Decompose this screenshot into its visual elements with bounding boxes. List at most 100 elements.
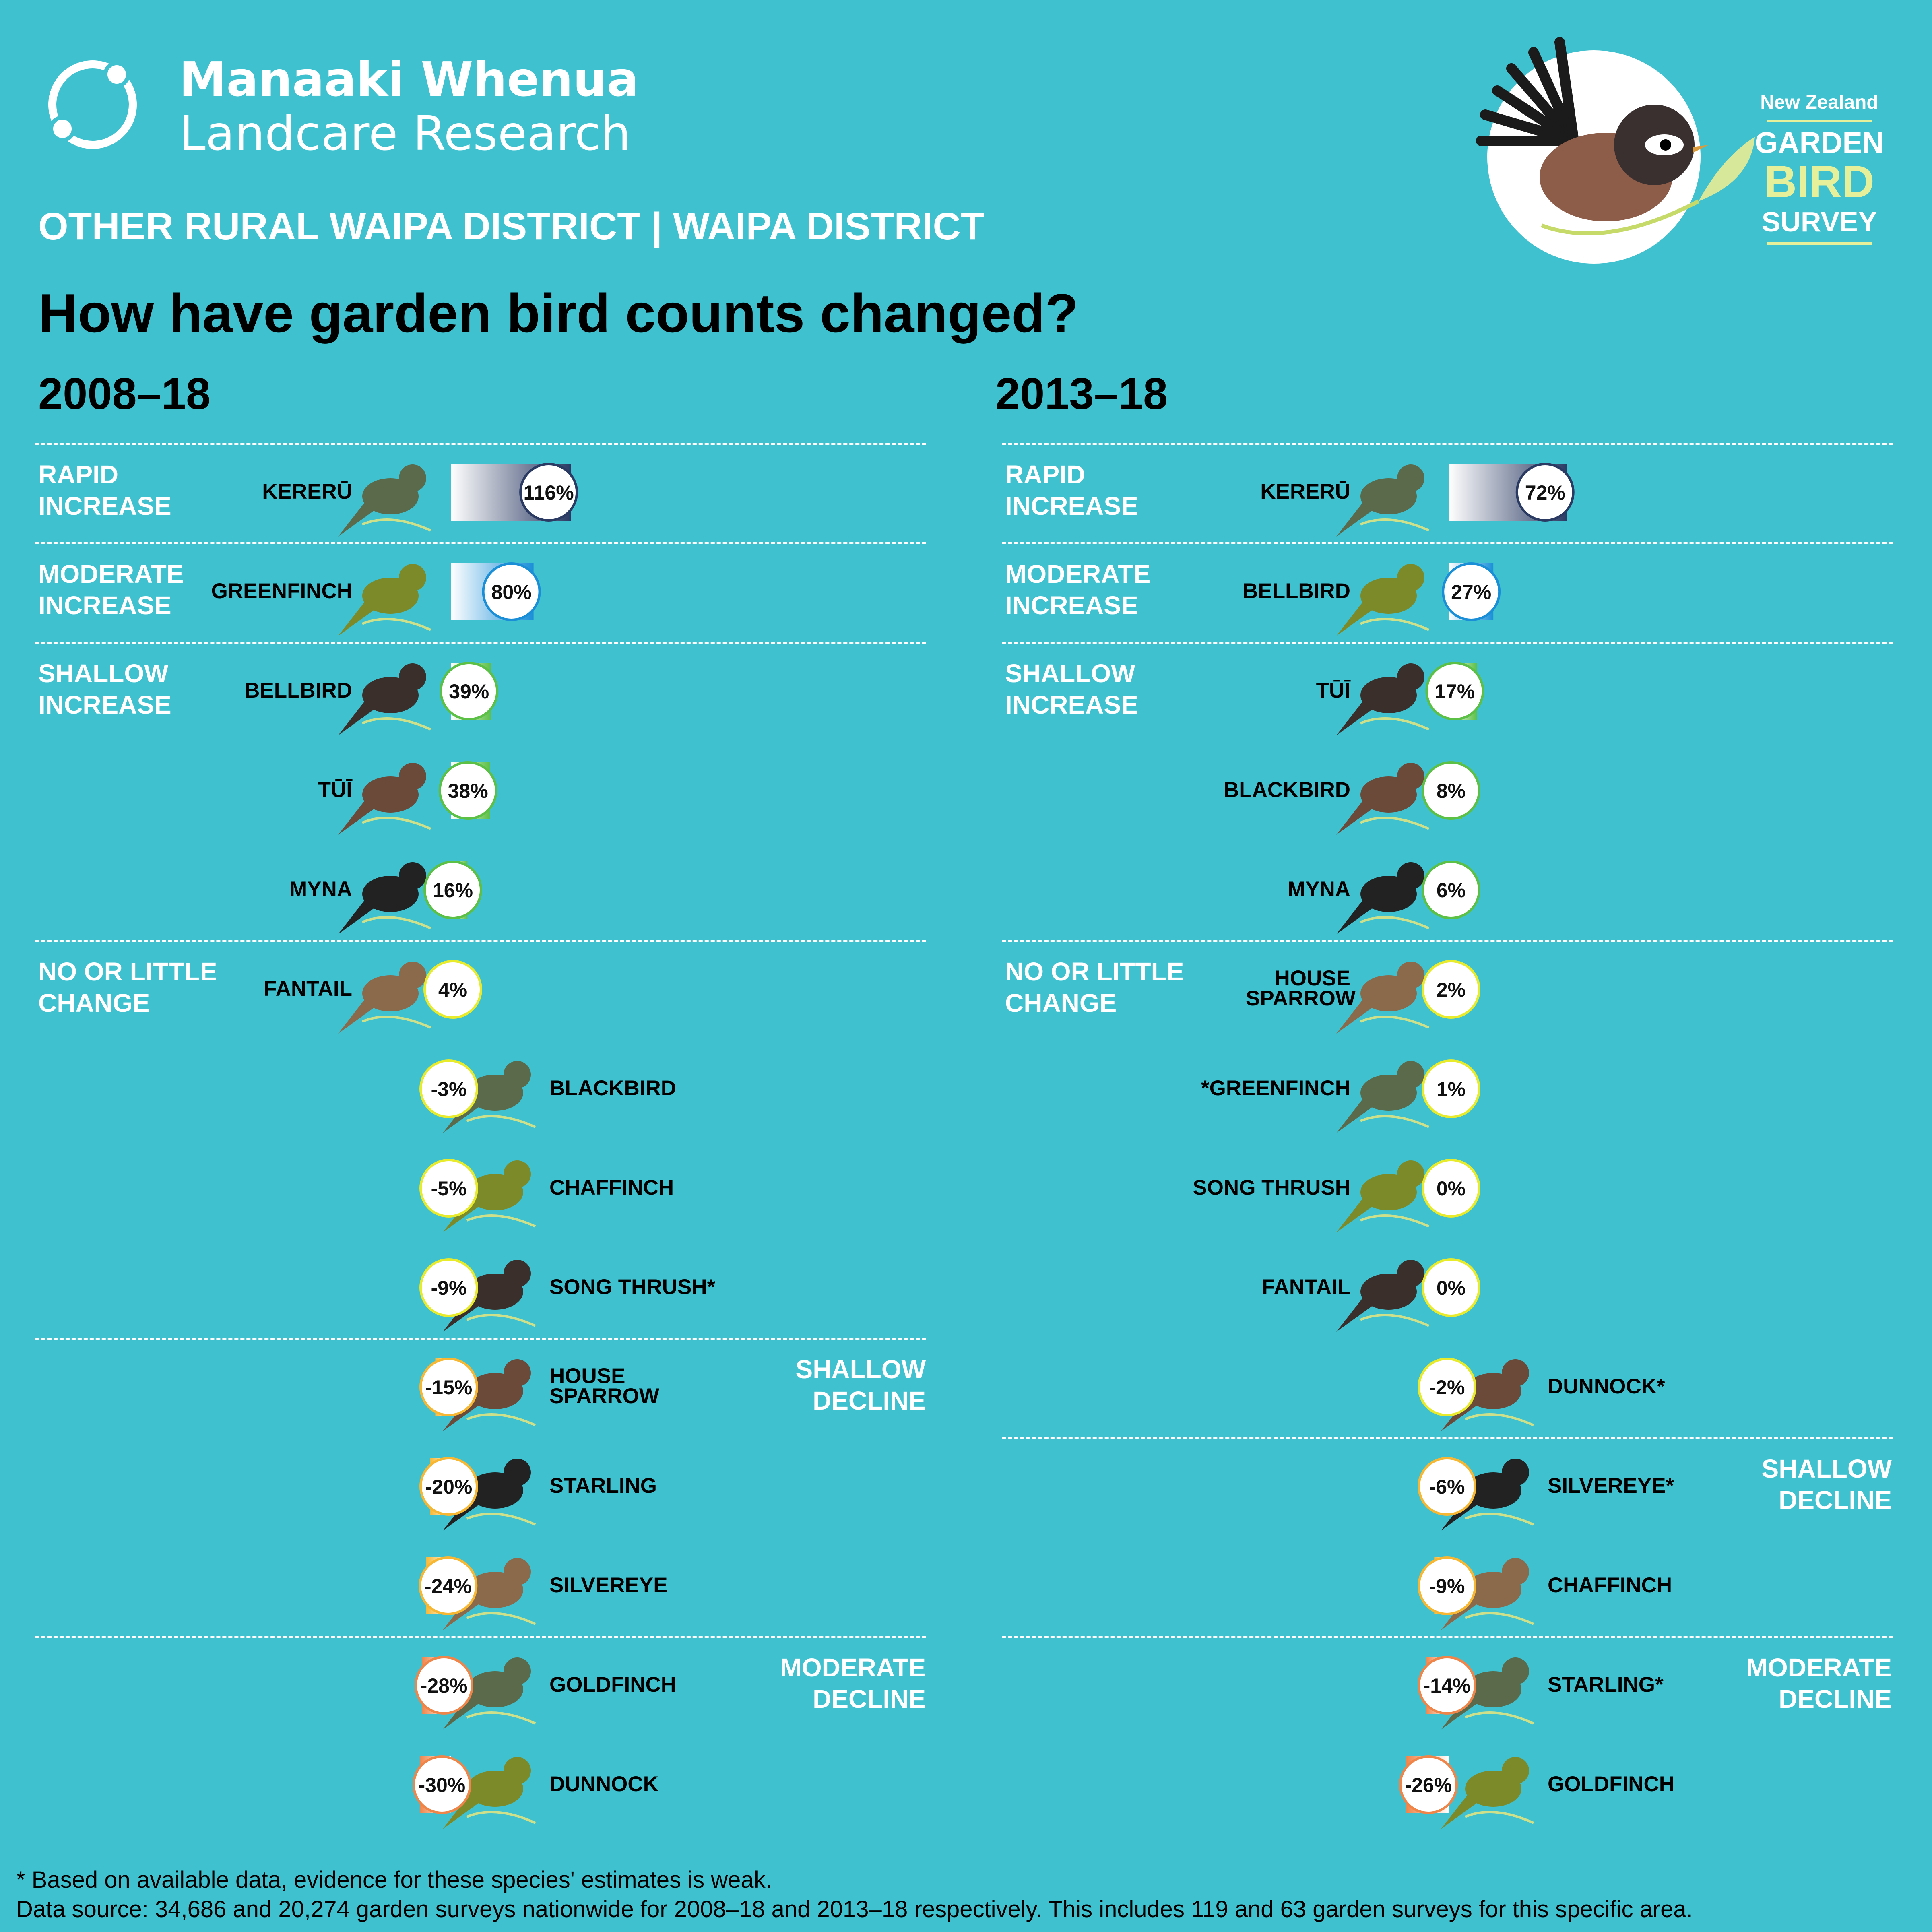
category-label-shallow-decline: SHALLOW DECLINE (796, 1354, 926, 1416)
brand-subname: Landcare Research (179, 105, 631, 161)
category-label-shallow-increase: SHALLOW INCREASE (1005, 658, 1138, 720)
category-separator (1002, 542, 1893, 544)
value-label-starling: -20% (425, 1476, 473, 1498)
bird-icon-chaffinch (443, 1160, 536, 1232)
bird-label-t: TŪĪ (318, 778, 352, 802)
bird-label-greenfinch: *GREENFINCH (1201, 1076, 1350, 1100)
period-2013-18: 2013–18 (995, 369, 1168, 419)
bird-icon-t (1336, 663, 1430, 735)
value-circle-goldfinch (415, 1656, 474, 1715)
value-label-chaffinch: -9% (1429, 1575, 1465, 1598)
value-label-song-thrush: -9% (431, 1277, 467, 1299)
bird-icon-bellbird (338, 663, 431, 735)
bird-label-starling: STARLING (549, 1474, 657, 1498)
bird-label-fantail: FANTAIL (264, 977, 352, 1001)
bird-label-t: TŪĪ (1316, 679, 1350, 702)
value-label-kerer: 116% (524, 481, 574, 504)
category-label-no-or-little-change: NO OR LITTLE CHANGE (38, 956, 217, 1019)
bird-label-dunnock: DUNNOCK (549, 1772, 658, 1796)
category-label-line: DECLINE (1779, 1684, 1892, 1713)
bird-label-silvereye: SILVEREYE* (1548, 1474, 1674, 1498)
brand-name: Manaaki Whenua (179, 52, 639, 107)
gbs-logo-line1: New Zealand (1760, 92, 1878, 113)
footnote-weak-evidence: * Based on available data, evidence for … (16, 1867, 772, 1893)
value-label-bellbird: 39% (449, 680, 489, 703)
bird-label-kerer: KERERŪ (262, 480, 352, 504)
value-label-greenfinch: 80% (491, 581, 532, 603)
category-separator (1002, 1636, 1893, 1638)
bird-label-chaffinch: CHAFFINCH (1548, 1573, 1672, 1597)
bird-icon-house-sparrow (1336, 962, 1430, 1034)
bird-label-silvereye: SILVEREYE (549, 1573, 668, 1597)
bird-icon-fantail (338, 962, 431, 1034)
value-label-myna: 16% (433, 879, 473, 902)
category-label-line: MODERATE (1005, 559, 1151, 588)
category-label-line: CHANGE (38, 989, 150, 1018)
category-separator (35, 542, 926, 544)
value-circle-fantail (1422, 1258, 1480, 1317)
location-subtitle: OTHER RURAL WAIPA DISTRICT | WAIPA DISTR… (38, 205, 985, 248)
bird-label-bellbird: BELLBIRD (1243, 579, 1350, 603)
bird-icon-dunnock (443, 1757, 536, 1829)
manaaki-whenua-logo (48, 60, 137, 149)
value-circle-starling (419, 1457, 478, 1516)
bird-label-myna: MYNA (289, 877, 352, 901)
value-circle-myna (423, 861, 482, 919)
category-label-line: MODERATE (780, 1653, 926, 1682)
bird-icon-t (338, 763, 431, 835)
page-title: How have garden bird counts changed? (38, 283, 1079, 344)
value-label-fantail: 4% (438, 978, 467, 1001)
value-label-bellbird: 27% (1451, 581, 1491, 603)
value-label-dunnock: -2% (1429, 1376, 1465, 1399)
value-circle-chaffinch (419, 1159, 478, 1218)
bird-icon-myna (338, 862, 431, 934)
value-circle-bellbird (440, 662, 499, 720)
value-label-house-sparrow: 2% (1437, 978, 1466, 1001)
value-label-t: 17% (1435, 680, 1475, 703)
value-label-blackbird: -3% (431, 1078, 467, 1100)
category-label-moderate-decline: MODERATE DECLINE (1746, 1652, 1892, 1715)
category-label-line: INCREASE (1005, 591, 1138, 620)
period-2008-18: 2008–18 (38, 369, 211, 419)
category-label-line: SHALLOW (38, 659, 169, 688)
category-label-line: DECLINE (1779, 1486, 1892, 1515)
value-circle-song-thrush (1422, 1159, 1480, 1218)
value-label-silvereye: -6% (1429, 1476, 1465, 1498)
category-separator (35, 940, 926, 942)
category-label-moderate-increase: MODERATE INCREASE (1005, 558, 1150, 621)
footnote-data-source: Data source: 34,686 and 20,274 garden su… (16, 1896, 1693, 1922)
value-circle-song-thrush (419, 1258, 478, 1317)
bird-label-myna: MYNA (1287, 877, 1350, 901)
category-label-line: RAPID (1005, 460, 1086, 489)
value-label-goldfinch: -26% (1405, 1774, 1452, 1796)
gbs-logo-line2: GARDEN (1755, 126, 1884, 159)
value-circle-chaffinch (1418, 1556, 1476, 1615)
category-label-rapid-increase: RAPID INCREASE (38, 459, 171, 522)
category-label-no-or-little-change: NO OR LITTLE CHANGE (1005, 956, 1184, 1019)
bird-icon-fantail (1336, 1260, 1430, 1332)
category-separator (1002, 443, 1893, 445)
value-circle-starling (1418, 1656, 1476, 1715)
category-separator (1002, 940, 1893, 942)
category-label-line: INCREASE (38, 690, 171, 719)
value-label-dunnock: -30% (419, 1774, 466, 1796)
category-separator (35, 642, 926, 644)
gbs-logo-line3: BIRD (1764, 157, 1874, 207)
value-circle-blackbird (1422, 761, 1480, 820)
value-circle-t (438, 761, 497, 820)
value-label-house-sparrow: -15% (425, 1376, 473, 1399)
value-label-fantail: 0% (1437, 1277, 1466, 1299)
value-label-song-thrush: 0% (1437, 1177, 1466, 1200)
value-circle-house-sparrow (1422, 960, 1480, 1019)
value-circle-goldfinch (1399, 1755, 1458, 1814)
value-circle-greenfinch (1422, 1059, 1480, 1118)
bird-icon-myna (1336, 862, 1430, 934)
value-circle-fantail (423, 960, 482, 1019)
bird-icon-kerer (1336, 464, 1430, 537)
category-label-line: INCREASE (38, 591, 171, 620)
value-circle-t (1425, 662, 1484, 720)
category-label-line: CHANGE (1005, 989, 1117, 1018)
category-label-line: SHALLOW (1005, 659, 1135, 688)
gbs-logo-line4: SURVEY (1762, 206, 1877, 237)
